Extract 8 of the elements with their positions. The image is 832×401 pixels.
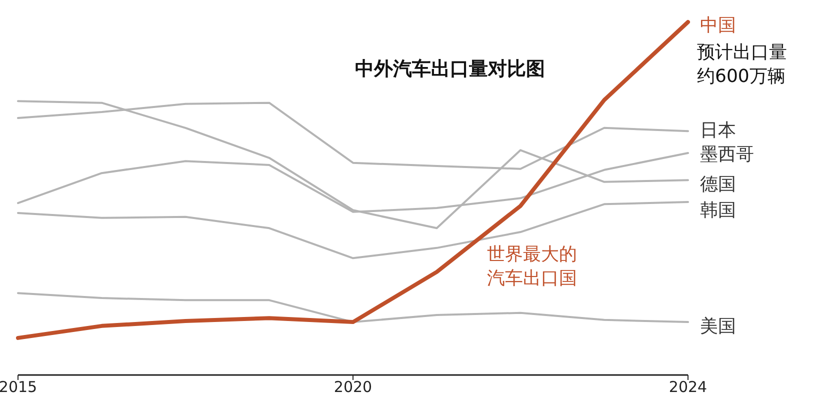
tick: 2020 <box>334 378 372 396</box>
annotation: 约600万辆 <box>697 66 786 87</box>
title: 中外汽车出口量对比图 <box>355 58 545 80</box>
annotation: 世界最大的 <box>487 244 577 265</box>
annotation: 汽车出口国 <box>487 268 577 289</box>
tick: 2015 <box>0 378 38 396</box>
tick: 2024 <box>668 378 708 396</box>
annotation: 预计出口量 <box>697 42 787 63</box>
